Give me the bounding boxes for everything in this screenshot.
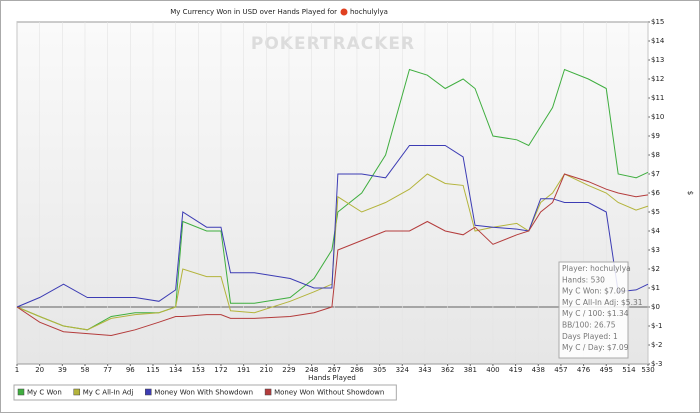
player-icon: [340, 8, 348, 16]
x-tick-label: 115: [146, 366, 159, 374]
x-tick-label: 96: [126, 366, 135, 374]
y-tick-label: $9: [651, 132, 660, 140]
x-tick-label: 305: [373, 366, 386, 374]
y-tick-label: $11: [651, 94, 664, 102]
x-tick-label: 400: [486, 366, 499, 374]
x-tick-label: 286: [350, 366, 364, 374]
x-tick-label: 267: [328, 366, 341, 374]
watermark: POKERTRACKER: [251, 34, 415, 54]
x-tick-label: 530: [641, 366, 654, 374]
x-tick-label: 381: [464, 366, 477, 374]
y-tick-label: $2: [651, 265, 660, 273]
x-tick-label: 153: [192, 366, 205, 374]
x-tick-label: 324: [396, 366, 410, 374]
x-tick-label: 58: [81, 366, 90, 374]
x-tick-label: 172: [214, 366, 227, 374]
tooltip-line: BB/100: 26.75: [562, 321, 616, 330]
tooltip-line: Days Played: 1: [562, 332, 618, 341]
y-tick-label: $7: [651, 170, 660, 178]
x-tick-label: 39: [58, 366, 67, 374]
y-tick-label: $4: [651, 227, 660, 235]
y-tick-label: $12: [651, 75, 664, 83]
y-tick-label: $14: [651, 37, 665, 45]
tooltip-line: Player: hochulylya: [562, 264, 631, 273]
y-tick-label: $-3: [651, 360, 662, 368]
legend-swatch: [73, 388, 81, 396]
x-tick-label: 1: [15, 366, 19, 374]
series-line: [16, 173, 649, 337]
series-line: [16, 173, 649, 331]
tooltip-line: Hands: 530: [562, 275, 605, 284]
x-tick-label: 457: [554, 366, 567, 374]
plot-area: [16, 21, 649, 365]
legend-label: Money Won Without Showdown: [274, 389, 384, 397]
y-tick-label: $6: [651, 189, 660, 197]
y-tick-label: $15: [651, 18, 664, 26]
legend-label: Money Won With Showdown: [154, 389, 253, 397]
y-tick-label: $5: [651, 208, 660, 216]
x-tick-label: 419: [509, 366, 522, 374]
x-tick-label: 343: [418, 366, 431, 374]
x-axis-label: Hands Played: [308, 374, 356, 382]
legend-label: My C All-In Adj: [83, 389, 134, 397]
x-tick-label: 20: [35, 366, 44, 374]
x-tick-label: 191: [237, 366, 250, 374]
x-tick-label: 248: [305, 366, 318, 374]
chart-title: My Currency Won in USD over Hands Played…: [170, 8, 337, 16]
y-tick-label: $3: [651, 246, 660, 254]
y-tick-label: $1: [651, 284, 660, 292]
y-tick-label: $-2: [651, 341, 662, 349]
legend-swatch: [264, 388, 272, 396]
legend: My C Won My C All-In Adj Money Won With Sh…: [13, 384, 397, 401]
tooltip-box: [558, 261, 629, 359]
series-line: [16, 145, 649, 308]
x-tick-label: 495: [600, 366, 613, 374]
x-tick-label: 438: [532, 366, 545, 374]
x-tick-label: 229: [282, 366, 295, 374]
y-axis-label: $: [686, 191, 694, 195]
y-tick-label: $0: [651, 303, 660, 311]
tooltip-line: My C / Day: $7.09: [562, 343, 629, 352]
x-tick-label: 77: [103, 366, 112, 374]
tooltip: Player: hochulylya Hands: 530 My C Won: $7…: [558, 261, 643, 359]
series-line: [16, 68, 649, 331]
y-tick-label: $-1: [651, 322, 662, 330]
legend-box: [13, 384, 397, 401]
tooltip-line: My C Won: $7.09: [562, 287, 626, 296]
x-tick-label: 362: [441, 366, 454, 374]
tooltip-line: My C / 100: $1.34: [562, 309, 629, 318]
player-name: hochulylya: [350, 8, 388, 16]
legend-swatch: [145, 388, 152, 396]
tooltip-line: My C All-In Adj: $5.31: [562, 298, 643, 307]
y-tick-label: $10: [651, 113, 664, 121]
x-tick-label: 514: [622, 366, 636, 374]
legend-label: My C Won: [27, 389, 62, 397]
y-tick-label: $8: [651, 151, 660, 159]
y-tick-label: $13: [651, 56, 664, 64]
x-tick-label: 134: [169, 366, 183, 374]
plot: $15 $14 $13 $12 $11 $10 $9 $8 $7 $6 $5 $4 $3 $2 $1 $0 $-…: [15, 18, 665, 374]
legend-swatch: [17, 388, 25, 396]
x-tick-label: 210: [260, 366, 273, 374]
x-tick-label: 476: [577, 366, 591, 374]
